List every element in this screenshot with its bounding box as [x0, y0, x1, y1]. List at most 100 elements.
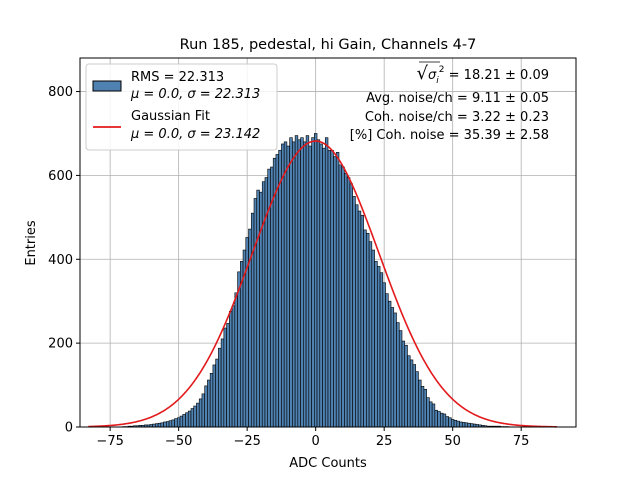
histogram-bar — [250, 212, 255, 428]
svg-text:√σi2 = 18.21 ± 0.09: √σi2 = 18.21 ± 0.09 — [417, 63, 549, 86]
histogram-bar — [176, 417, 181, 428]
sigma-symbol: σ — [428, 68, 437, 83]
histogram-bar — [231, 305, 236, 428]
histogram-bar — [283, 141, 288, 428]
legend-fit-label-1: Gaussian Fit — [131, 109, 210, 124]
histogram-bar — [451, 419, 455, 428]
histogram-bar — [382, 282, 386, 428]
histogram-bar — [333, 156, 337, 428]
legend-box — [85, 63, 278, 151]
coh-noise-annotation: Coh. noise/ch = 3.22 ± 0.23 — [365, 110, 549, 125]
histogram-bar — [182, 414, 186, 428]
histogram-bar — [297, 139, 301, 428]
histogram-bar — [412, 364, 416, 428]
histogram-bar — [190, 408, 195, 428]
legend-histogram-label-2: μ = 0.0, σ = 22.313 — [130, 87, 260, 102]
histogram-bar — [168, 420, 173, 428]
legend-histogram-swatch — [92, 80, 122, 92]
histogram-bar — [371, 249, 375, 428]
histogram-bar — [198, 398, 203, 428]
chart-title: Run 185, pedestal, hi Gain, Channels 4-7 — [180, 37, 477, 53]
histogram-bar — [335, 152, 340, 428]
histogram-bar — [346, 177, 351, 428]
x-axis-ticks: −75 −50 −25 0 25 50 75 — [96, 427, 529, 449]
histogram-bar — [401, 340, 406, 428]
fit-curve-path — [88, 140, 557, 428]
x-tick-label: 0 — [312, 434, 320, 449]
x-tick-label: −25 — [233, 434, 260, 449]
plot-frame — [79, 57, 577, 428]
legend: RMS = 22.313 μ = 0.0, σ = 22.313 Gaussia… — [85, 63, 278, 151]
histogram-bar — [360, 214, 364, 428]
histogram-bar — [330, 149, 334, 428]
histogram-bar — [311, 137, 315, 428]
histogram-bar — [300, 137, 304, 428]
histogram-bar — [420, 386, 425, 428]
histogram-bar — [316, 139, 321, 428]
y-axis-label: Entries — [24, 220, 39, 266]
legend-histogram-label-1: RMS = 22.313 — [131, 70, 224, 85]
histogram-bar — [357, 210, 362, 428]
histogram-bar — [352, 196, 356, 428]
histogram-bar — [179, 415, 184, 428]
histogram-bar — [281, 143, 285, 428]
histogram-bar — [308, 145, 312, 428]
histogram-bar — [409, 359, 414, 428]
histogram-bar — [185, 412, 189, 428]
histogram-bar — [215, 358, 219, 428]
histogram-bar — [470, 423, 474, 428]
histogram-bar — [160, 422, 164, 428]
histogram-bar — [193, 405, 197, 428]
legend-fit-label-2: μ = 0.0, σ = 23.142 — [130, 127, 260, 142]
histogram-bar — [437, 411, 441, 428]
histogram-bar — [366, 232, 370, 428]
x-tick-label: 50 — [444, 434, 461, 449]
histogram-bar — [379, 272, 384, 428]
histogram-bar — [393, 312, 397, 428]
gaussian-fit-curve — [88, 140, 557, 428]
histogram-bar — [166, 421, 170, 428]
x-tick-label: −50 — [165, 434, 192, 449]
y-tick-label: 0 — [65, 421, 73, 436]
histogram-bar — [349, 183, 353, 428]
histogram-bar — [207, 379, 211, 428]
histogram-bar — [368, 241, 373, 428]
histogram-bar — [196, 402, 200, 428]
histogram-bar — [237, 271, 241, 428]
histogram-bar — [209, 373, 214, 428]
histogram-bar — [201, 393, 205, 428]
histogram-bar — [459, 421, 463, 428]
histogram-bar — [390, 307, 395, 428]
histogram-bar — [429, 401, 433, 428]
histogram-bar — [434, 409, 438, 428]
histogram-bar — [212, 364, 216, 428]
histogram-bar — [157, 422, 162, 428]
histogram-bar — [344, 173, 348, 428]
histogram-bar — [278, 149, 282, 428]
avg-noise-annotation: Avg. noise/ch = 9.11 ± 0.05 — [366, 91, 549, 106]
histogram-bars — [122, 133, 510, 428]
histogram-bar — [464, 422, 469, 428]
histogram-bar — [253, 198, 258, 428]
histogram-bar — [426, 397, 430, 428]
histogram-bar — [286, 145, 290, 428]
noise-annotations: √σi2 = 18.21 ± 0.09 Avg. noise/ch = 9.11… — [350, 61, 549, 143]
histogram-bar — [303, 141, 307, 428]
y-tick-label: 800 — [48, 85, 73, 100]
histogram-bar — [355, 204, 359, 428]
histogram-bar — [319, 143, 323, 428]
histogram-bar — [398, 330, 403, 428]
x-tick-label: −75 — [96, 434, 123, 449]
histogram-bar — [418, 379, 422, 428]
sigma-subscript: i — [436, 76, 439, 86]
histogram-bar — [292, 141, 296, 428]
histogram-bar — [431, 403, 436, 428]
sigma-superscript: 2 — [439, 65, 445, 75]
histogram-bar — [448, 417, 452, 428]
histogram-bar — [374, 261, 378, 428]
histogram-bar — [163, 421, 167, 428]
coh-noise-percent-annotation: [%] Coh. noise = 35.39 ± 2.58 — [350, 128, 549, 143]
histogram-bar — [324, 137, 329, 428]
y-tick-label: 400 — [48, 253, 73, 268]
